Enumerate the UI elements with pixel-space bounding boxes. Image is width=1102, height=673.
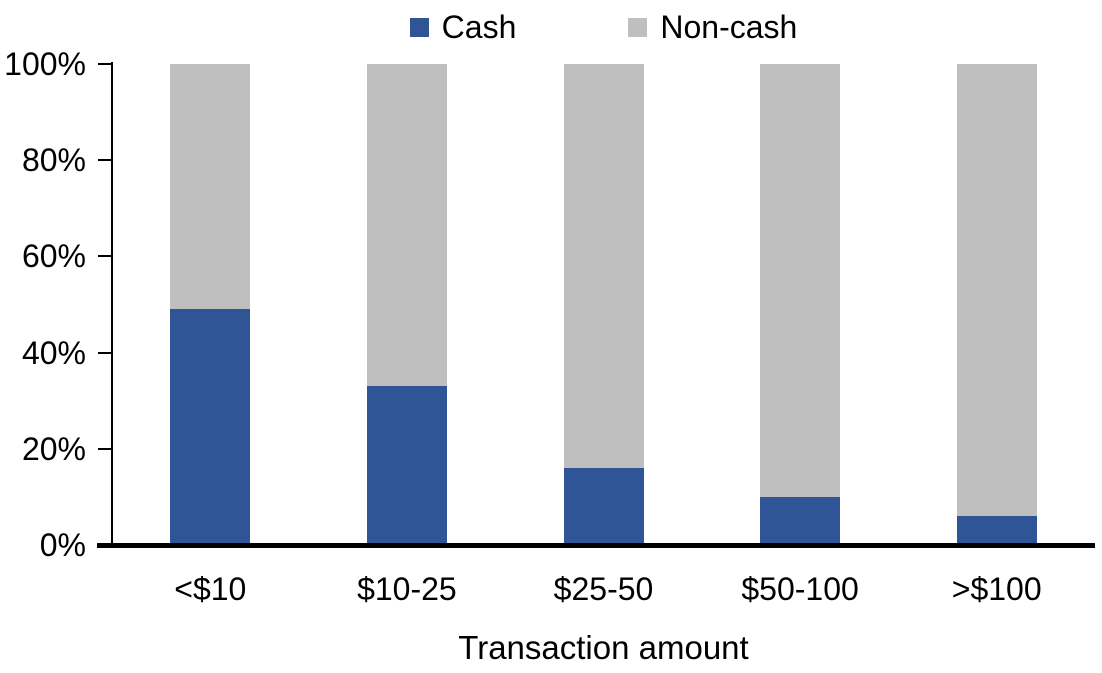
- x-axis-line: [97, 543, 1095, 548]
- bar-segment-cash: [366, 386, 447, 545]
- bar-segment-cash: [956, 516, 1037, 545]
- bar-segment-non-cash: [170, 64, 251, 310]
- bar-segment-non-cash: [563, 64, 644, 468]
- legend-label: Cash: [441, 9, 517, 45]
- y-axis-tick-label: 60%: [21, 238, 86, 275]
- legend-label: Non-cash: [660, 9, 798, 45]
- bar-segment-non-cash: [760, 64, 841, 497]
- x-axis-category-label: >$100: [951, 571, 1042, 607]
- y-axis-tick: [98, 159, 112, 162]
- legend-swatch-icon: [628, 17, 648, 37]
- bar-segment-cash: [170, 309, 251, 545]
- y-axis-tick-label: 40%: [21, 334, 86, 371]
- bar-segment-cash: [760, 496, 841, 545]
- x-axis-title: Transaction amount: [458, 629, 749, 666]
- bar-segment-non-cash: [956, 64, 1037, 517]
- x-axis-category-label: $10-25: [357, 571, 457, 607]
- x-axis-category-label: <$10: [174, 571, 247, 607]
- bar-segment-non-cash: [366, 64, 447, 387]
- x-axis-category-label: $50-100: [741, 571, 859, 607]
- y-axis-tick: [98, 255, 112, 258]
- y-axis-line: [111, 62, 113, 548]
- legend-item-cash: Cash: [409, 9, 517, 45]
- y-axis-tick: [98, 63, 112, 65]
- y-axis-tick-label: 100%: [4, 46, 86, 82]
- bar-segment-cash: [563, 468, 644, 545]
- legend-swatch-icon: [409, 17, 429, 37]
- x-axis-category-label: $25-50: [553, 571, 654, 607]
- y-axis-tick-label: 20%: [21, 430, 86, 467]
- y-axis-tick-label: 0%: [39, 527, 86, 563]
- legend-item-non-cash: Non-cash: [628, 11, 797, 43]
- y-axis-tick: [98, 447, 112, 450]
- y-axis-tick: [98, 351, 112, 354]
- y-axis-tick-label: 80%: [21, 142, 86, 179]
- chart-legend: Cash Non-cash: [112, 11, 1095, 43]
